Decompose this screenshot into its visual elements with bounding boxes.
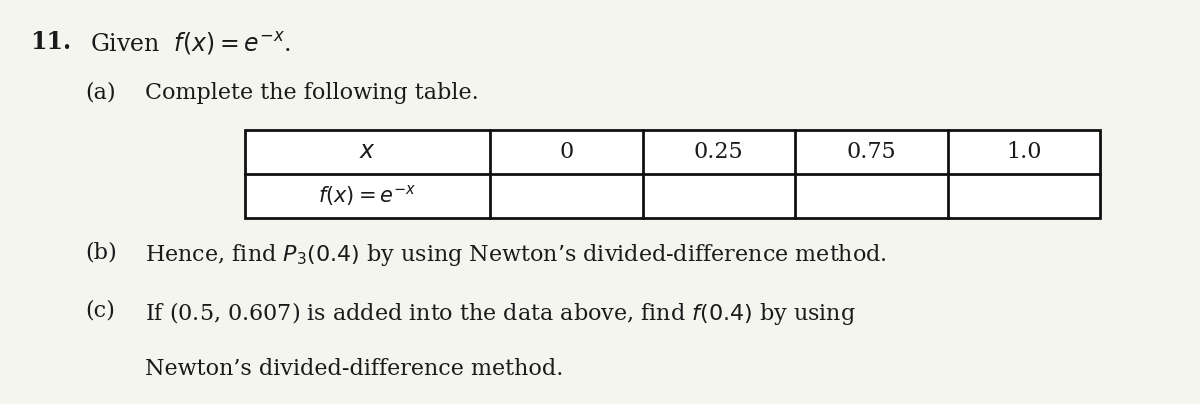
Text: Newton’s divided-difference method.: Newton’s divided-difference method. <box>145 358 563 380</box>
Text: (c): (c) <box>85 300 115 322</box>
Text: (b): (b) <box>85 242 116 264</box>
Text: 0.25: 0.25 <box>694 141 744 163</box>
Text: 0: 0 <box>559 141 574 163</box>
Text: Given  $f(x) = e^{-x}$.: Given $f(x) = e^{-x}$. <box>90 30 292 57</box>
Text: 0.75: 0.75 <box>846 141 896 163</box>
Text: $x$: $x$ <box>359 141 376 164</box>
Text: 1.0: 1.0 <box>1006 141 1042 163</box>
Text: 11.: 11. <box>30 30 71 54</box>
Text: Complete the following table.: Complete the following table. <box>145 82 479 104</box>
Text: $f(x) = e^{-x}$: $f(x) = e^{-x}$ <box>318 183 416 208</box>
Text: Hence, find $P_3(0.4)$ by using Newton’s divided-difference method.: Hence, find $P_3(0.4)$ by using Newton’s… <box>145 242 887 268</box>
Text: (a): (a) <box>85 82 115 104</box>
Text: If (0.5, 0.607) is added into the data above, find $f(0.4)$ by using: If (0.5, 0.607) is added into the data a… <box>145 300 856 327</box>
Bar <box>245 130 1100 218</box>
